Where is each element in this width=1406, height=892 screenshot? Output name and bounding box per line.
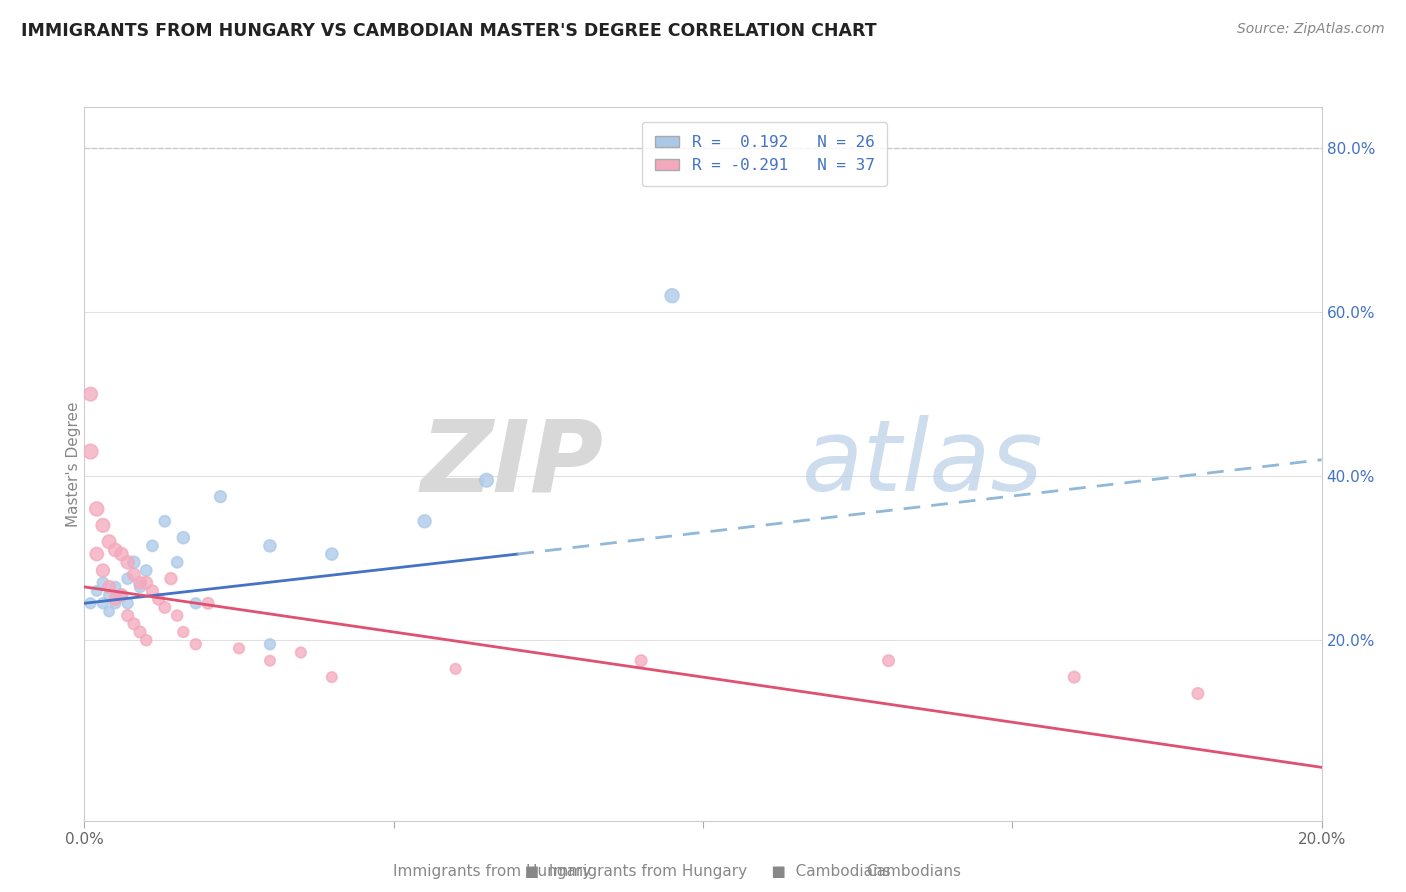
Point (630, 654, 652, 668)
Point (110, 588, 132, 602)
Point (98, 588, 121, 602)
Point (1187, 686, 1209, 700)
Point (228, 641, 250, 656)
Point (197, 596, 219, 610)
Point (259, 654, 281, 668)
Point (259, 637, 281, 651)
Text: Cambodians: Cambodians (866, 863, 962, 879)
Point (475, 473, 498, 487)
Point (86, 584, 108, 599)
Point (184, 637, 207, 651)
Point (413, 514, 436, 528)
Point (117, 596, 139, 610)
Text: ZIP: ZIP (420, 416, 605, 512)
Point (98, 580, 121, 594)
Point (79, 444, 101, 458)
Point (141, 584, 163, 599)
Point (661, 288, 683, 302)
Point (129, 580, 152, 594)
Text: ■  Immigrants from Hungary     ■  Cambodians: ■ Immigrants from Hungary ■ Cambodians (515, 863, 891, 879)
Point (91, 564, 114, 578)
Point (86, 502, 108, 516)
Point (321, 670, 343, 684)
Point (104, 592, 127, 607)
Point (122, 616, 145, 631)
Text: IMMIGRANTS FROM HUNGARY VS CAMBODIAN MASTER'S DEGREE CORRELATION CHART: IMMIGRANTS FROM HUNGARY VS CAMBODIAN MAS… (21, 22, 877, 40)
Text: atlas: atlas (801, 416, 1043, 512)
Point (104, 580, 127, 594)
Point (135, 633, 157, 648)
Point (129, 575, 152, 590)
Point (117, 572, 139, 586)
Point (104, 596, 127, 610)
Point (259, 539, 281, 553)
Point (166, 608, 188, 623)
Point (129, 625, 152, 640)
Point (172, 531, 194, 545)
Point (98, 605, 121, 619)
Point (79, 387, 101, 401)
Point (91, 596, 114, 610)
Text: Immigrants from Hungary: Immigrants from Hungary (392, 863, 592, 879)
Y-axis label: Master's Degree: Master's Degree (66, 401, 80, 526)
Point (877, 654, 900, 668)
Point (104, 543, 127, 558)
Point (79, 596, 101, 610)
Point (444, 662, 467, 676)
Point (321, 547, 343, 561)
Point (148, 592, 170, 607)
Point (153, 514, 176, 528)
Point (160, 572, 183, 586)
Point (91, 575, 114, 590)
Point (141, 539, 163, 553)
Point (153, 600, 176, 615)
Point (110, 588, 132, 602)
Point (98, 534, 121, 549)
Point (209, 490, 232, 504)
Point (122, 555, 145, 569)
Point (117, 555, 139, 569)
Point (122, 567, 145, 582)
Point (110, 547, 132, 561)
Point (166, 555, 188, 569)
Point (184, 596, 207, 610)
Text: Source: ZipAtlas.com: Source: ZipAtlas.com (1237, 22, 1385, 37)
Point (172, 625, 194, 640)
Point (290, 645, 312, 659)
Point (135, 564, 157, 578)
Point (86, 547, 108, 561)
Point (1063, 670, 1085, 684)
Legend: R =  0.192   N = 26, R = -0.291   N = 37: R = 0.192 N = 26, R = -0.291 N = 37 (643, 122, 887, 186)
Point (91, 518, 114, 533)
Point (135, 575, 157, 590)
Point (117, 608, 139, 623)
